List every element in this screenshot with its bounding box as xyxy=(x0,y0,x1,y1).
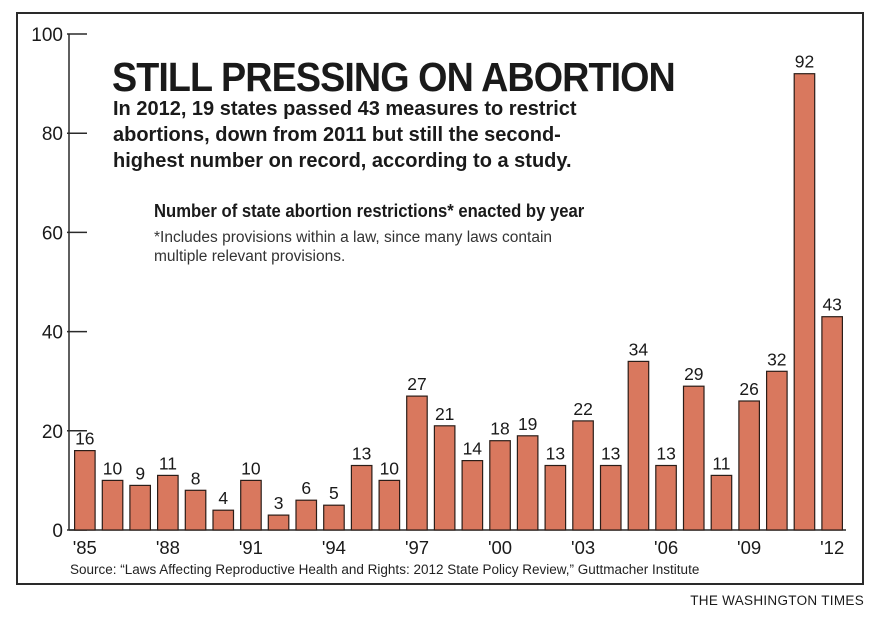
publisher-brand: THE WASHINGTON TIMES xyxy=(690,593,864,608)
x-tick-label: '12 xyxy=(820,537,844,558)
x-tick-label: '03 xyxy=(571,537,595,558)
y-tick-label: 20 xyxy=(42,422,63,443)
chart-headline: STILL PRESSING ON ABORTION xyxy=(112,54,676,100)
bar xyxy=(378,479,401,531)
data-labels: 16 10 9 11 84 10 36 5 13 10 27 21 14 18 19 13 22 13 34 13 29… xyxy=(75,52,842,513)
bar-value-label: 8 xyxy=(191,468,201,488)
bar xyxy=(129,484,151,531)
bar xyxy=(101,479,124,531)
bars xyxy=(73,73,844,531)
bar xyxy=(295,499,318,531)
bar-value-label: 27 xyxy=(407,374,426,394)
bar xyxy=(350,464,373,531)
bar-value-label: 43 xyxy=(822,295,841,315)
bar xyxy=(489,440,511,531)
y-tick-label: 80 xyxy=(42,124,63,145)
bar xyxy=(406,395,428,531)
bar-value-label: 11 xyxy=(712,453,730,473)
bar xyxy=(793,73,816,531)
bar-value-label: 4 xyxy=(218,488,228,508)
bar-value-label: 18 xyxy=(490,419,509,439)
dek-line-3: highest number on record, according to a… xyxy=(113,150,572,172)
footnote-line-1: *Includes provisions within a law, since… xyxy=(154,229,553,246)
bar-value-label: 13 xyxy=(656,444,675,464)
bar xyxy=(433,425,456,531)
x-tick-label: '06 xyxy=(654,537,678,558)
bar xyxy=(544,464,567,531)
y-tick-label: 40 xyxy=(42,323,63,344)
bar xyxy=(461,460,484,531)
bar xyxy=(516,435,539,531)
x-tick-label: '88 xyxy=(156,537,180,558)
bar-value-label: 21 xyxy=(435,404,454,424)
x-tick-label: '85 xyxy=(73,537,97,558)
bar-value-label: 29 xyxy=(684,364,703,384)
bar-value-label: 10 xyxy=(380,458,400,478)
bar-value-label: 10 xyxy=(103,458,123,478)
bar xyxy=(682,385,705,531)
bar-value-label: 16 xyxy=(75,429,94,449)
dek-line-1: In 2012, 19 states passed 43 measures to… xyxy=(113,98,577,120)
bar xyxy=(821,316,844,531)
bar-value-label: 32 xyxy=(767,349,786,369)
x-tick-label: '97 xyxy=(405,537,429,558)
bar xyxy=(212,509,235,531)
bar xyxy=(157,474,179,531)
bar xyxy=(323,504,345,531)
source-note: Source: “Laws Affecting Reproductive Hea… xyxy=(70,562,700,577)
y-tick-label: 60 xyxy=(42,223,63,244)
bar-value-label: 3 xyxy=(274,493,284,513)
bar xyxy=(572,420,594,531)
x-tick-label: '91 xyxy=(239,537,263,558)
bar-value-label: 6 xyxy=(301,478,311,498)
bar-value-label: 13 xyxy=(546,444,565,464)
bar xyxy=(73,450,96,531)
dek-line-2: abortions, down from 2011 but still the … xyxy=(113,124,561,146)
bar xyxy=(599,464,622,531)
bar-value-label: 14 xyxy=(463,439,483,459)
x-tick-label: '94 xyxy=(322,537,346,558)
y-tick-label: 0 xyxy=(52,521,63,542)
bar xyxy=(710,474,733,531)
bar xyxy=(738,400,761,531)
bar-value-label: 13 xyxy=(601,444,620,464)
bar-value-label: 5 xyxy=(329,483,339,503)
bar xyxy=(267,514,290,531)
bar-value-label: 92 xyxy=(795,52,814,72)
x-tick-label: '09 xyxy=(737,537,761,558)
footnote-line-2: multiple relevant provisions. xyxy=(154,248,346,265)
bar-value-label: 10 xyxy=(241,458,261,478)
bar-value-label: 19 xyxy=(518,414,537,434)
bar xyxy=(240,479,262,531)
bar xyxy=(765,370,788,531)
bar-value-label: 22 xyxy=(573,399,592,419)
bar xyxy=(184,489,207,531)
x-tick-label: '00 xyxy=(488,537,512,558)
bar-value-label: 34 xyxy=(629,339,649,359)
bar-value-label: 11 xyxy=(159,453,177,473)
bar-value-label: 26 xyxy=(739,379,758,399)
bar-value-label: 9 xyxy=(135,463,145,483)
bar xyxy=(627,360,650,531)
chart-subtitle: Number of state abortion restrictions* e… xyxy=(154,200,585,221)
bar xyxy=(655,464,677,531)
y-tick-label: 100 xyxy=(31,25,63,46)
bar-value-label: 13 xyxy=(352,444,371,464)
